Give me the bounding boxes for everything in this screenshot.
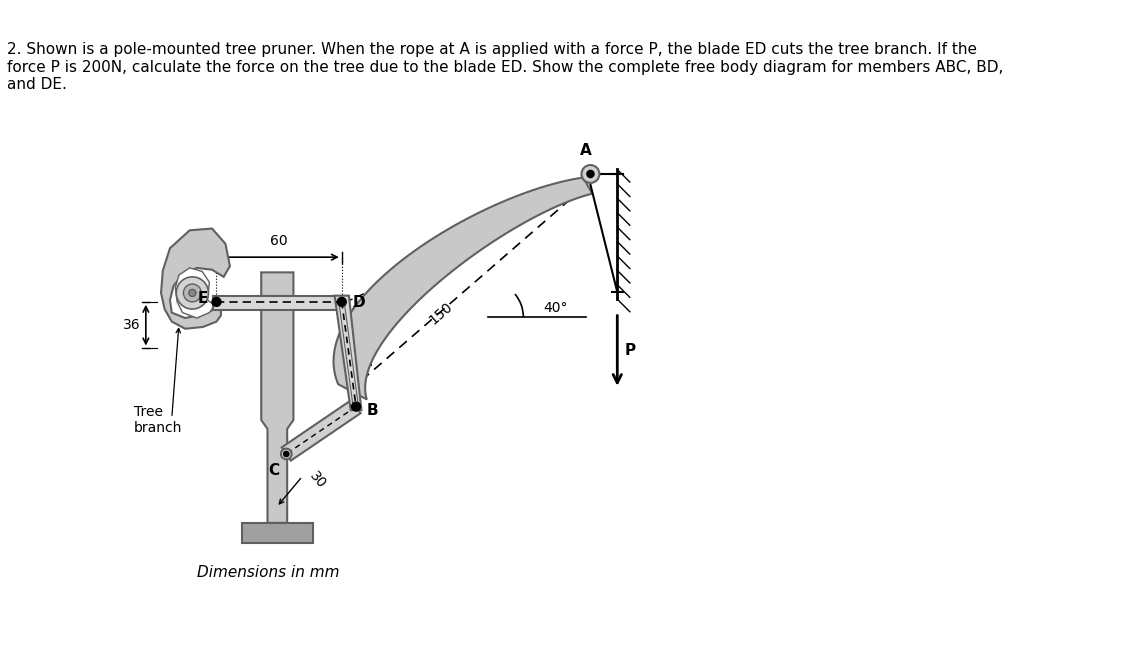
- Circle shape: [176, 277, 209, 309]
- Circle shape: [184, 284, 201, 302]
- Text: P: P: [625, 343, 636, 358]
- Circle shape: [337, 297, 346, 306]
- Text: D: D: [353, 295, 365, 310]
- Polygon shape: [282, 400, 361, 461]
- Text: 36: 36: [123, 318, 140, 332]
- Text: 52.5: 52.5: [357, 340, 371, 369]
- Circle shape: [581, 165, 600, 183]
- Text: 60: 60: [271, 234, 288, 248]
- Text: Dimensions in mm: Dimensions in mm: [198, 565, 339, 580]
- Polygon shape: [161, 228, 230, 329]
- Text: 30: 30: [307, 469, 329, 492]
- Polygon shape: [212, 295, 345, 310]
- Text: B: B: [367, 403, 378, 417]
- Text: 150: 150: [426, 299, 456, 328]
- Text: 40°: 40°: [544, 301, 568, 315]
- Text: 2. Shown is a pole-mounted tree pruner. When the rope at A is applied with a for: 2. Shown is a pole-mounted tree pruner. …: [7, 42, 1004, 92]
- Circle shape: [352, 402, 361, 411]
- Circle shape: [188, 289, 196, 297]
- Polygon shape: [262, 273, 293, 523]
- Circle shape: [212, 297, 220, 306]
- Circle shape: [587, 170, 594, 178]
- Text: C: C: [268, 462, 280, 478]
- Text: A: A: [580, 143, 592, 158]
- Polygon shape: [242, 523, 313, 543]
- Polygon shape: [176, 268, 215, 318]
- Polygon shape: [335, 295, 361, 410]
- Polygon shape: [333, 178, 593, 399]
- Text: Tree
branch: Tree branch: [135, 405, 183, 435]
- Circle shape: [281, 449, 291, 460]
- Text: E: E: [198, 291, 208, 306]
- Circle shape: [283, 452, 289, 457]
